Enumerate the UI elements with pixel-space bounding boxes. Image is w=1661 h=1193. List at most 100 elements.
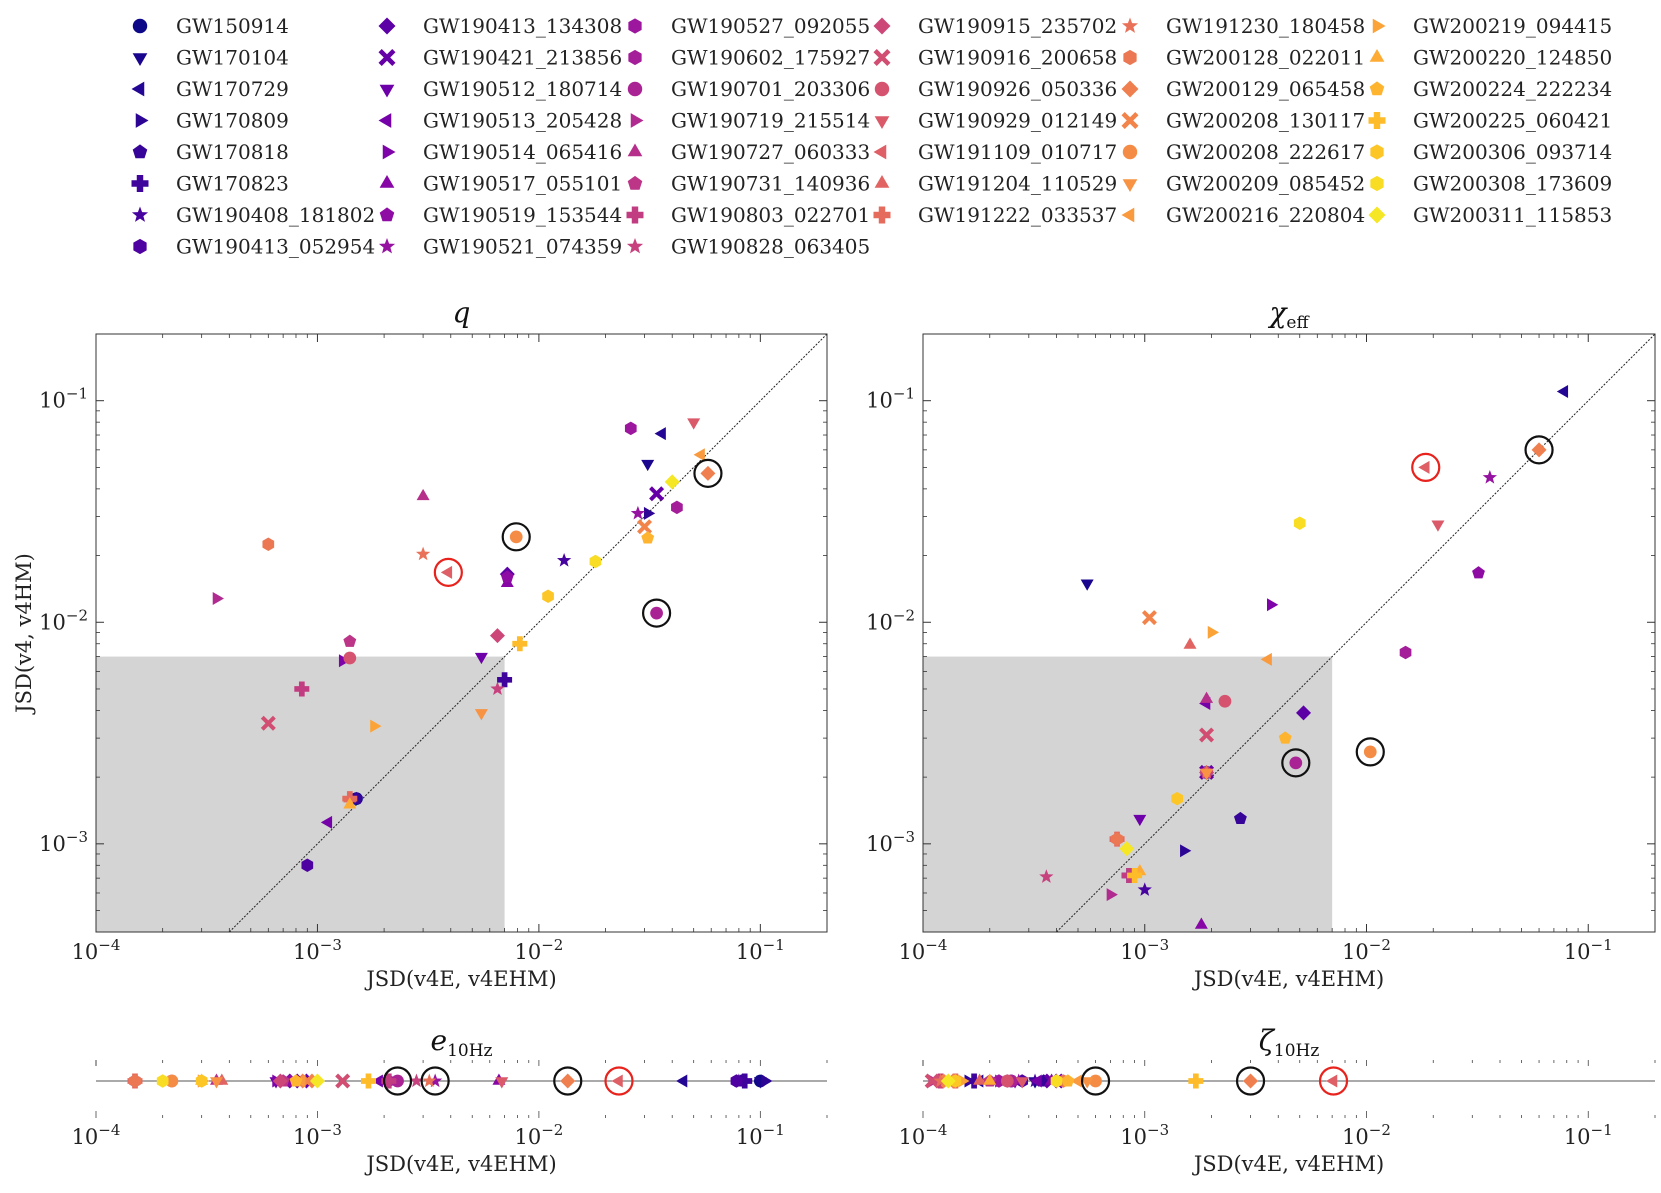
legend-label: GW190731_140936 [671,172,870,196]
point-gw200219_094415 [370,719,382,733]
x-tick-label: 10−4 [72,936,121,964]
point-gw200308_173609 [589,554,602,569]
point-gw200129_065458 [560,1073,576,1089]
highlight-circle [1411,452,1441,482]
highlight-circle [553,1066,583,1096]
point-gw190828_063405 [1039,869,1054,883]
highlight-circle [1235,1066,1266,1096]
point-gw170823 [966,1073,982,1089]
point-gw191230_180458 [933,1073,948,1088]
point-gw190602_175927 [1399,645,1412,660]
point-gw190513_205428 [320,815,333,829]
x-tick-label: 10−1 [736,1121,785,1149]
point-gw200129_065458 [700,465,716,481]
point-gw191230_180458 [415,546,431,561]
point-gw170809 [1180,844,1192,858]
legend-label: GW190527_092055 [671,14,870,38]
legend-marker-gw191222_033537 [873,206,891,224]
point-gw191109_010717 [611,1074,623,1088]
legend-marker-gw170729 [131,81,145,97]
legend-marker-gw200225_060421 [1368,112,1386,129]
shaded-region [96,656,505,932]
point-gw190408_181802 [556,553,572,567]
point-gw190512_180714 [1133,814,1147,827]
legend-label: GW200208_222617 [1166,140,1365,164]
point-gw200224_222234 [641,531,655,544]
point-gw200129_065458 [1243,1073,1259,1089]
point-gw200311_115853 [309,1073,325,1089]
legend-label: GW190413_052954 [176,235,375,259]
point-gw200208_222617 [1363,745,1377,759]
legend-label: GW200311_115853 [1413,203,1612,227]
x-tick-label: 10−2 [514,1121,563,1149]
legend-marker-gw190514_065416 [382,144,396,160]
point-gw200311_115853 [664,474,680,490]
point-gw200219_094415 [1207,625,1219,639]
legend-marker-gw190519_153544 [379,207,395,222]
x-axis-label: JSD(v4E, v4EHM) [1192,1152,1384,1176]
point-gw190408_181802 [1137,882,1152,896]
legend-marker-gw190602_175927 [628,49,642,66]
highlight-circle [1281,748,1311,778]
point-gw200208_222617 [165,1074,179,1088]
legend-marker-gw200306_093714 [1370,144,1384,160]
panel-title: ζ10Hz [1259,1024,1320,1061]
panel-title: q [453,296,471,329]
y-tick-label: 10−1 [39,385,88,413]
legend-label: GW190521_074359 [423,235,622,259]
point-gw190521_074359 [428,1073,443,1088]
legend-label: GW200209_085452 [1166,172,1365,196]
point-gw200209_085452 [1200,768,1214,780]
legend-marker-gw200216_220804 [1121,207,1135,223]
legend-marker-gw190701_203306 [627,81,643,97]
legend-marker-gw190408_181802 [131,206,149,222]
y-tick-label: 10−3 [866,828,915,856]
point-gw200224_222234 [289,1074,303,1087]
legend-marker-gw200208_130117 [1121,112,1139,129]
point-gw170104 [1080,579,1094,591]
legend-label: GW190828_063405 [671,235,870,259]
axes-frame [95,333,828,933]
legend-marker-gw190803_022701 [626,206,644,224]
legend-label: GW191204_110529 [918,172,1117,196]
highlight-circle [641,598,672,628]
diagonal-line [1056,334,1655,932]
x-axis-label: JSD(v4E, v4EHM) [364,1152,556,1176]
point-gw191204_110529 [1183,637,1197,649]
point-gw190926_050336 [1000,1074,1014,1088]
legend-marker-gw200224_222234 [1369,81,1385,96]
data-points [1039,385,1569,929]
x-axis-label: JSD(v4E, v4EHM) [364,967,556,991]
legend-marker-gw200128_022011 [1123,49,1137,66]
highlight-circle [693,458,723,488]
point-gw190828_063405 [409,1073,424,1088]
legend-label: GW190929_012149 [918,109,1117,133]
point-gw190521_074359 [1482,470,1497,484]
legend-label: GW200216_220804 [1166,203,1365,227]
highlight-circle [1318,1066,1349,1096]
point-gw190701_203306 [1289,756,1303,770]
legend-marker-gw190828_063405 [626,238,644,254]
legend-label: GW190926_050336 [918,77,1117,101]
point-gw190915_235702 [272,1073,288,1089]
point-gw190719_215514 [1106,888,1118,902]
x-tick-label: 10−3 [1120,936,1169,964]
x-tick-label: 10−1 [736,936,785,964]
point-gw200311_115853 [940,1073,956,1089]
legend-label: GW190701_203306 [671,77,870,101]
highlight-circle [433,557,463,587]
data-points [212,418,716,873]
point-gw170104 [641,459,655,472]
legend-label: GW200128_022011 [1166,46,1365,70]
legend-label: GW190408_181802 [176,203,375,227]
x-tick-label: 10−4 [899,1121,948,1149]
point-gw170729 [654,427,666,441]
legend-label: GW190916_200658 [918,46,1117,70]
legend-label: GW200129_065458 [1166,77,1365,101]
point-gw200128_022011 [262,537,275,551]
panel-e10hz: 10−4 10−3 10−2 10−1 JSD(v4E, v4EHM) e10Hz [72,1024,828,1176]
shaded-region [923,656,1333,932]
legend-marker-gw200311_115853 [1368,206,1386,224]
point-gw191109_010717 [440,565,453,579]
highlight-circle [1355,737,1385,767]
